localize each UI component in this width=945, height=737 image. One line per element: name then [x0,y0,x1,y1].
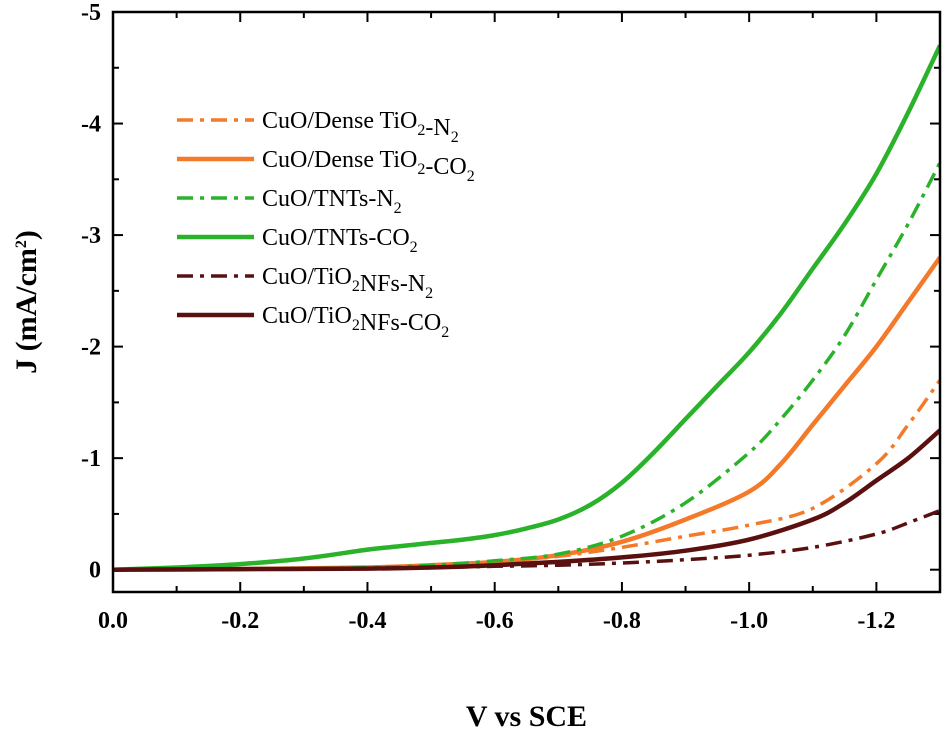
x-tick-label: -0.6 [476,608,514,634]
tick-layer [112,11,941,592]
x-axis-title: V vs SCE [466,700,587,733]
x-tick-label: -1.0 [730,608,768,634]
y-tick-label: 0 [89,558,101,584]
x-tick-label: -0.2 [221,608,259,634]
legend-label-2: CuO/Dense TiO2-CO2 [262,147,475,185]
series-line-3 [113,161,940,572]
series-line-5 [113,508,940,572]
legend-label-6: CuO/TiO2NFs-CO2 [262,303,449,341]
y-axis-title-close: ) [10,230,43,240]
legend-label-4: CuO/TNTs-CO2 [262,225,418,256]
series-line-2 [113,256,940,572]
y-tick-label: -3 [81,223,101,249]
y-tick-label: -2 [81,335,101,361]
legend-label-1: CuO/Dense TiO2-N2 [262,108,459,146]
legend-label-5: CuO/TiO2NFs-N2 [262,264,433,302]
series-line-1 [113,379,940,572]
x-tick-label: -0.4 [348,608,386,634]
series-line-4 [113,44,940,572]
y-axis-title-main: J (mA/cm [10,248,43,374]
series-line-6 [113,428,940,572]
series-lines [113,44,940,572]
x-tick-label: -0.8 [603,608,641,634]
legend-label-3: CuO/TNTs-N2 [262,186,402,217]
series-layer [113,44,940,572]
tick-label-layer: 0.0 -0.2 -0.4 -0.6 -0.8 -1.0 -1.2 0 -1 -2 -3 -4 -5 [81,0,895,634]
x-tick-label: 0.0 [98,608,128,634]
plot-frame [111,10,942,594]
y-axis-title-sup: 2 [13,240,30,248]
y-tick-label: -4 [81,112,101,138]
y-tick-label: -1 [81,446,101,472]
y-tick-label: -5 [81,0,101,26]
x-tick-label: -1.2 [857,608,895,634]
y-axis-title: J (mA/cm2) [10,230,43,374]
